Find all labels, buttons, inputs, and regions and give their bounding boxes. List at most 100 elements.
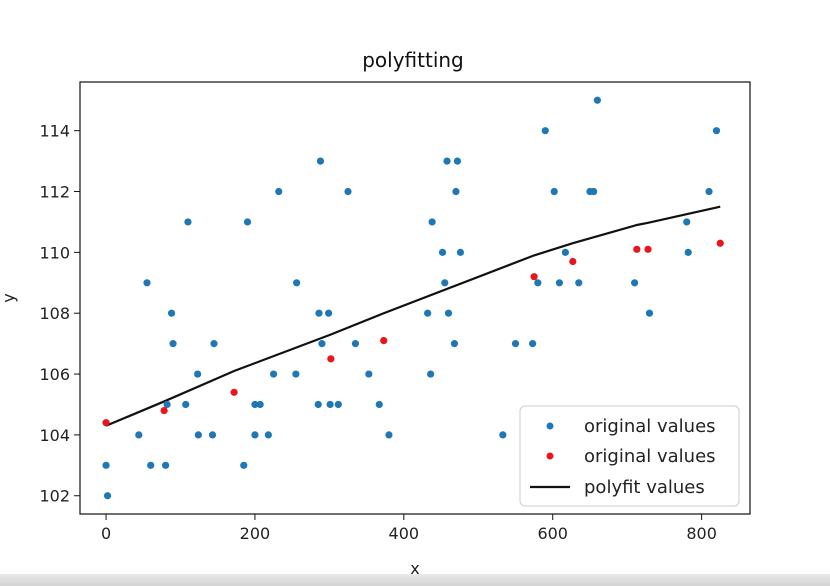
blue-data-point — [443, 157, 451, 165]
blue-data-point — [593, 96, 601, 104]
blue-data-point — [453, 157, 462, 165]
legend-label-polyfit-values: polyfit values — [584, 477, 705, 498]
blue-data-point — [712, 127, 721, 135]
blue-data-point — [269, 370, 278, 378]
blue-data-point — [314, 400, 322, 409]
blue-data-point — [256, 400, 264, 409]
blue-data-point — [452, 187, 460, 196]
blue-data-point — [428, 218, 436, 226]
blue-data-point — [561, 248, 569, 256]
blue-data-point — [208, 431, 217, 439]
blue-data-point — [441, 279, 449, 287]
legend: original values original values polyfit … — [519, 405, 740, 507]
blue-data-point — [444, 309, 453, 317]
blue-data-point — [275, 187, 283, 196]
blue-data-point — [683, 218, 691, 226]
x-tick-label: 0 — [101, 524, 111, 543]
y-tick-label: 106 — [39, 365, 70, 384]
red-data-point — [530, 273, 538, 281]
blue-data-point — [438, 248, 447, 256]
red-data-point — [160, 406, 168, 415]
y-tick-label: 102 — [39, 487, 70, 506]
blue-data-point — [292, 370, 300, 378]
x-tick-label: 600 — [537, 524, 568, 543]
red-data-point — [102, 419, 110, 427]
legend-label-original-values-blue: original values — [584, 416, 716, 437]
blue-data-point — [135, 431, 143, 439]
legend-label-original-values-red: original values — [584, 446, 716, 467]
blue-data-point — [194, 370, 202, 378]
x-tick-label: 400 — [389, 524, 420, 543]
y-tick-label: 104 — [39, 426, 70, 445]
blue-data-point — [240, 461, 248, 469]
red-data-point — [644, 245, 652, 253]
blue-data-point — [243, 218, 252, 226]
blue-data-point — [499, 431, 507, 439]
red-data-point — [716, 239, 724, 247]
blue-data-point — [351, 340, 360, 348]
blue-data-point — [163, 400, 171, 409]
blue-data-point — [534, 279, 542, 287]
blue-data-point — [427, 370, 435, 378]
x-tick-label: 200 — [240, 524, 271, 543]
red-data-point — [230, 388, 238, 396]
blue-data-point — [450, 340, 459, 348]
x-axis-label: x — [410, 559, 419, 578]
y-axis-label: y — [0, 293, 18, 302]
x-tick-label: 800 — [686, 524, 717, 543]
red-data-point — [633, 245, 641, 253]
blue-data-point — [182, 400, 190, 409]
window-bottom-edge — [0, 574, 830, 586]
blue-data-point — [575, 279, 583, 287]
blue-data-point — [184, 218, 192, 226]
legend-box — [519, 405, 740, 507]
chart-title: polyfitting — [362, 48, 464, 72]
blue-data-point — [684, 248, 692, 256]
blue-data-point — [541, 127, 549, 135]
blue-data-point — [167, 309, 176, 317]
blue-data-point — [210, 340, 218, 348]
blue-data-point — [550, 187, 558, 196]
blue-data-point — [169, 340, 177, 348]
blue-data-point — [375, 400, 383, 409]
blue-data-point — [511, 340, 520, 348]
blue-data-point — [555, 279, 564, 287]
blue-data-point — [251, 400, 259, 409]
red-data-point — [569, 257, 577, 266]
y-tick-label: 112 — [39, 183, 70, 202]
axis-ticks: 0 200 400 600 800 102 104 106 108 110 112 114 — [39, 122, 716, 543]
blue-data-point — [147, 461, 155, 469]
blue-data-point — [251, 431, 259, 439]
red-data-point — [380, 336, 388, 345]
blue-data-point — [103, 492, 112, 500]
blue-data-point — [318, 340, 326, 348]
blue-data-point — [590, 187, 598, 196]
blue-data-point — [315, 309, 323, 317]
blue-data-point — [102, 461, 110, 469]
blue-data-point — [344, 187, 352, 196]
blue-data-point — [264, 431, 272, 439]
plot-series — [102, 96, 724, 500]
blue-data-point — [645, 309, 654, 317]
blue-data-point — [162, 461, 170, 469]
blue-data-point — [325, 309, 333, 317]
red-data-point — [327, 355, 335, 363]
blue-data-point — [365, 370, 373, 378]
blue-data-point — [705, 187, 713, 196]
blue-data-point — [456, 248, 465, 256]
blue-data-point — [316, 157, 325, 165]
legend-marker-red — [546, 452, 554, 460]
blue-data-point — [194, 431, 202, 439]
blue-data-point — [293, 279, 301, 287]
blue-data-point — [529, 340, 537, 348]
blue-data-point — [143, 279, 151, 287]
y-tick-label: 110 — [39, 243, 70, 262]
y-tick-label: 114 — [39, 122, 70, 141]
blue-data-point — [334, 400, 342, 409]
y-tick-label: 108 — [39, 304, 70, 323]
blue-data-point — [424, 309, 432, 317]
blue-data-point — [385, 431, 393, 439]
blue-data-point — [631, 279, 639, 287]
